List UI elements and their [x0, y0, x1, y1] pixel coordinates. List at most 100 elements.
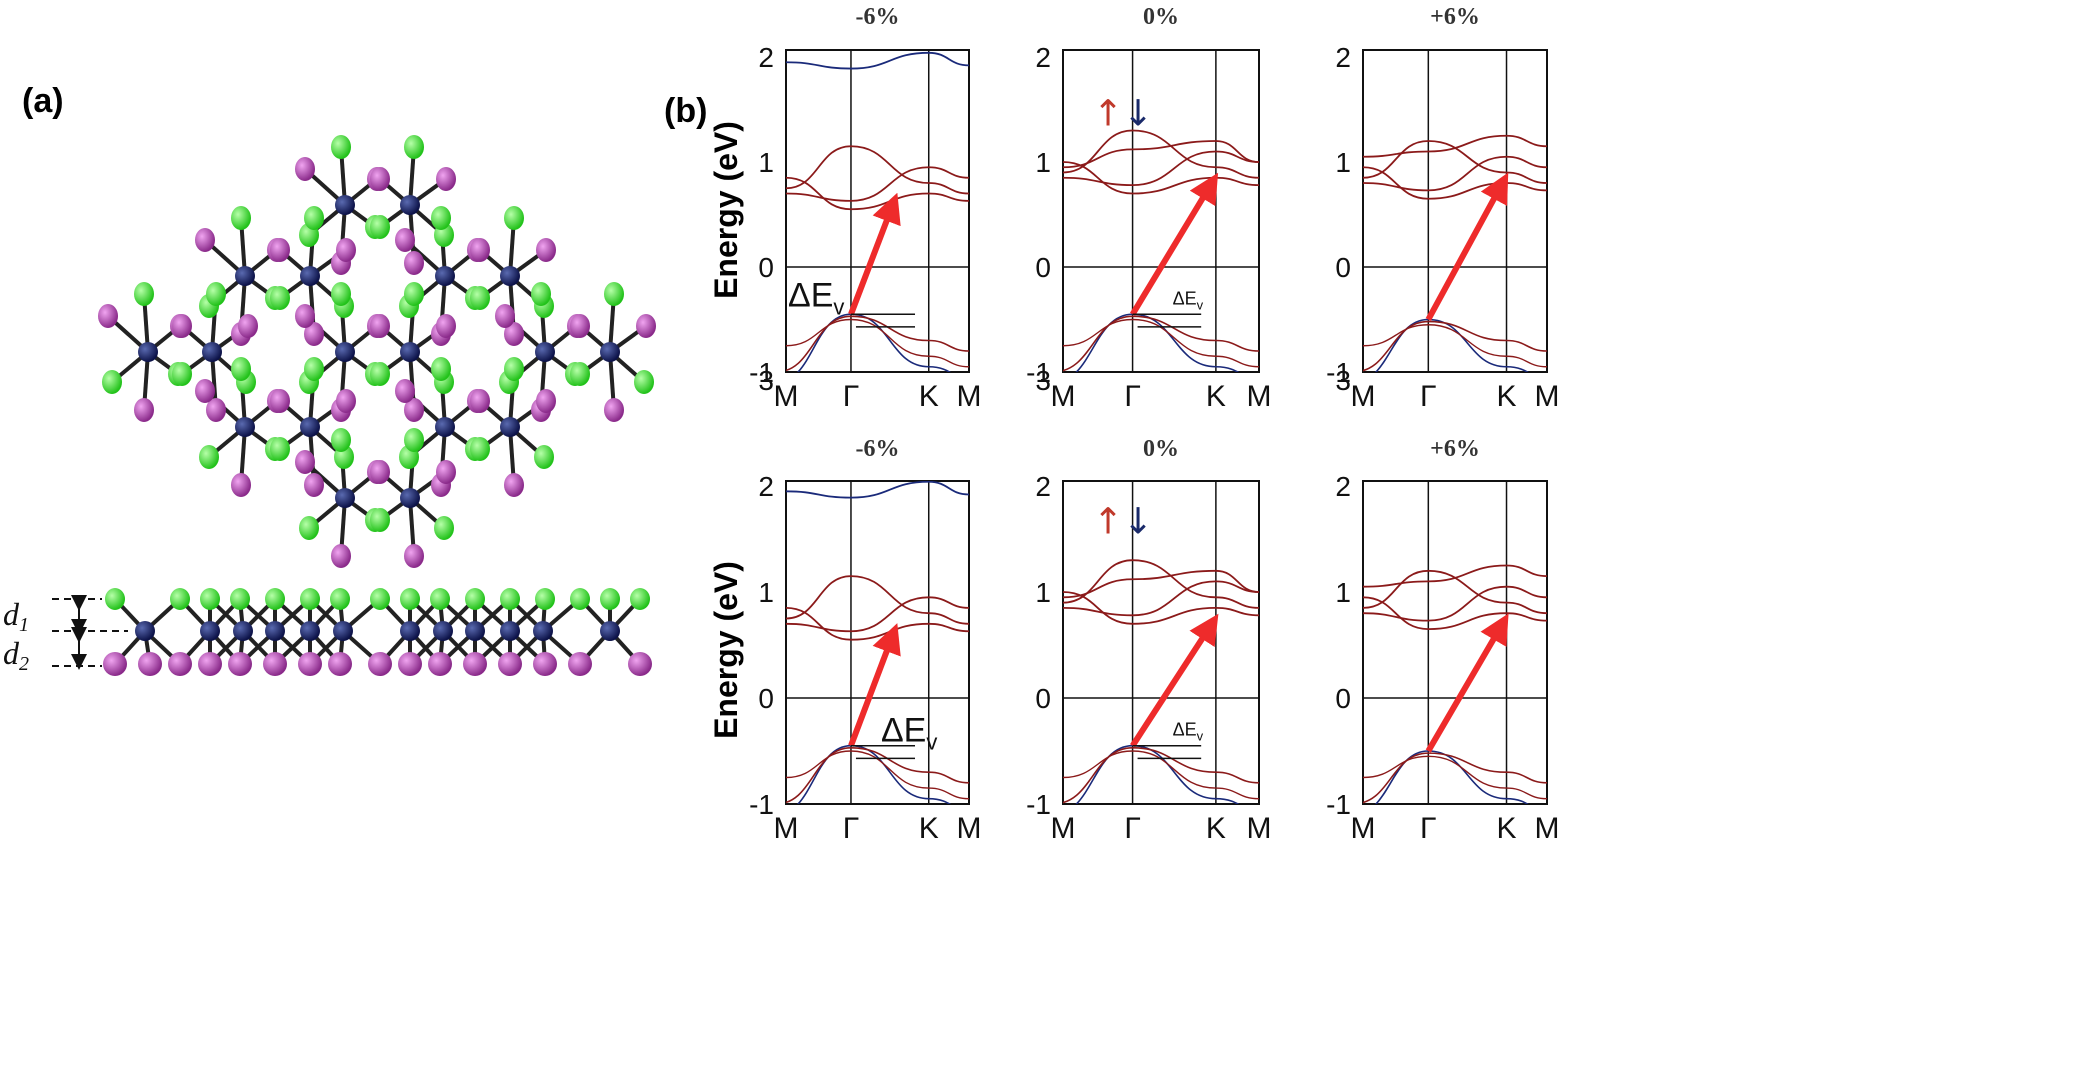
k-tick-label: K — [1206, 380, 1226, 413]
y-tick-label: -1 — [1026, 357, 1051, 388]
bottom-halogen-atom — [395, 228, 415, 252]
top-halogen-atom — [400, 588, 420, 610]
band-line — [1063, 161, 1259, 195]
metal-atom — [433, 621, 453, 641]
band-line — [1374, 750, 1529, 804]
bottom-halogen-atom — [428, 652, 452, 676]
top-halogen-atom — [170, 588, 190, 610]
band-line — [786, 481, 969, 499]
bottom-halogen-atom — [463, 652, 487, 676]
bottom-halogen-atom — [295, 304, 315, 328]
band-line — [1063, 376, 1259, 392]
indirect-gap-arrow — [848, 623, 901, 747]
metal-atom — [333, 621, 353, 641]
y-tick-label: 1 — [1335, 147, 1351, 178]
top-halogen-atom — [504, 357, 524, 381]
side-view-structure — [103, 588, 652, 676]
band-line — [1063, 569, 1259, 599]
bottom-halogen-atom — [328, 652, 352, 676]
metal-atom — [500, 621, 520, 641]
top-halogen-atom — [470, 286, 490, 310]
band-line — [1063, 318, 1259, 368]
strain-label: +6% — [1430, 4, 1480, 30]
k-tick-label: M — [1535, 380, 1560, 413]
bottom-halogen-atom — [504, 473, 524, 497]
top-halogen-atom — [604, 282, 624, 306]
top-halogen-atom — [331, 135, 351, 159]
top-halogen-atom — [200, 588, 220, 610]
metal-atom — [400, 195, 420, 215]
top-halogen-atom — [265, 588, 285, 610]
bottom-halogen-atom — [536, 238, 556, 262]
top-halogen-atom — [331, 282, 351, 306]
band-line — [786, 575, 969, 625]
band-line — [1363, 755, 1547, 800]
bottom-halogen-atom — [470, 238, 490, 262]
bottom-halogen-atom — [198, 652, 222, 676]
bottom-halogen-atom — [404, 398, 424, 422]
metal-atom — [202, 342, 222, 362]
bottom-halogen-atom — [336, 238, 356, 262]
top-halogen-atom — [470, 437, 490, 461]
bottom-halogen-atom — [195, 379, 215, 403]
band-line — [1063, 150, 1259, 187]
top-halogen-atom — [331, 428, 351, 452]
bottom-halogen-atom — [295, 157, 315, 181]
plot-frame — [1062, 480, 1260, 805]
d-annotation: d1 d2 — [3, 595, 128, 675]
bottom-halogen-atom — [504, 322, 524, 346]
bottom-halogen-atom — [195, 228, 215, 252]
top-halogen-atom — [231, 357, 251, 381]
band-line — [786, 747, 969, 804]
indirect-gap-arrow — [848, 192, 901, 316]
y-tick-label: 3 — [758, 365, 774, 396]
top-halogen-atom — [330, 588, 350, 610]
top-halogen-atom — [431, 357, 451, 381]
top-halogen-atom — [504, 206, 524, 230]
bottom-halogen-atom — [570, 314, 590, 338]
top-halogen-atom — [206, 282, 226, 306]
strain-label: +6% — [1430, 436, 1480, 462]
metal-atom — [435, 417, 455, 437]
plot-frame — [1062, 49, 1260, 373]
top-halogen-atom — [270, 286, 290, 310]
top-halogen-atom — [102, 370, 122, 394]
band-line — [1363, 155, 1547, 192]
metal-atom — [533, 621, 553, 641]
bottom-halogen-atom — [228, 652, 252, 676]
bottom-halogen-atom — [370, 314, 390, 338]
k-tick-label: Γ — [1124, 812, 1141, 845]
top-halogen-atom — [634, 370, 654, 394]
top-halogen-atom — [230, 588, 250, 610]
metal-atom — [400, 621, 420, 641]
k-tick-label: M — [774, 380, 799, 413]
k-tick-label: Γ — [1420, 812, 1437, 845]
k-tick-label: K — [1497, 812, 1517, 845]
bottom-halogen-atom — [498, 652, 522, 676]
top-halogen-atom — [534, 445, 554, 469]
y-tick-label: 0 — [1035, 252, 1051, 283]
y-axis-label-top: Energy (eV) — [708, 121, 744, 299]
top-halogen-atom — [404, 282, 424, 306]
strain-label: 0% — [1143, 436, 1179, 462]
metal-atom — [235, 266, 255, 286]
band-line — [1063, 750, 1259, 800]
top-halogen-atom — [370, 215, 390, 239]
k-tick-label: M — [774, 812, 799, 845]
k-tick-label: K — [919, 380, 939, 413]
bottom-halogen-atom — [263, 652, 287, 676]
y-tick-label: -1 — [749, 357, 774, 388]
band-line — [786, 166, 969, 202]
y-tick-label: 0 — [758, 683, 774, 714]
panel-a-label: (a) — [22, 82, 64, 120]
y-axis-label-bottom: Energy (eV) — [708, 561, 744, 739]
k-tick-label: Γ — [1124, 380, 1141, 413]
top-halogen-atom — [434, 516, 454, 540]
indirect-gap-arrow — [1425, 613, 1509, 753]
band-line — [1363, 382, 1547, 403]
bottom-halogen-atom — [298, 652, 322, 676]
bottom-halogen-atom — [304, 473, 324, 497]
